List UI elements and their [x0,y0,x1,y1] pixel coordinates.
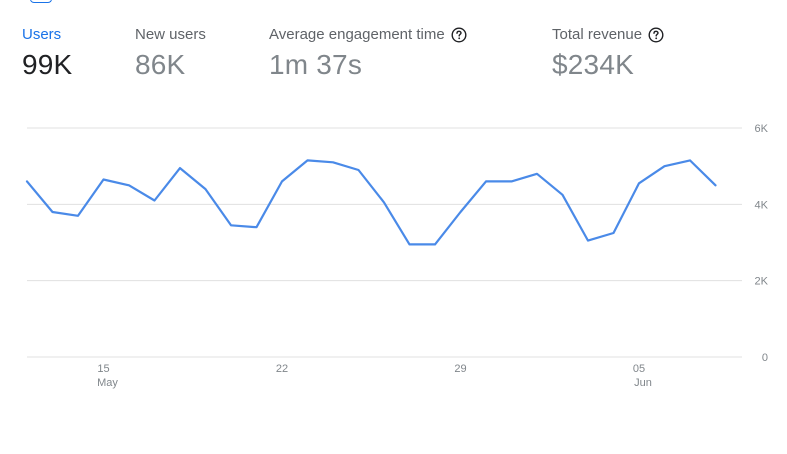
metric-value: 1m 37s [269,49,363,80]
metric-users[interactable]: Users 99K [22,26,72,81]
metric-value: $234K [552,49,634,80]
metric-label: New users [135,26,206,43]
y-tick-label: 0 [762,352,768,364]
metric-cards: Users 99K New users 86K Average engageme… [22,26,782,96]
x-tick-label: 15 [97,363,109,375]
metric-label-text: New users [135,26,206,43]
metric-new-users[interactable]: New users 86K [135,26,206,81]
x-tick-label: 22 [276,363,288,375]
y-tick-label: 2K [755,276,769,288]
metric-label: Average engagement time [269,26,467,43]
metric-label: Users [22,26,72,43]
question-circle-icon[interactable] [648,26,664,43]
x-tick-sublabel: May [97,377,118,389]
metric-value: 99K [22,49,73,80]
x-tick-sublabel: Jun [634,377,652,389]
metric-label-text: Users [22,26,62,43]
metric-label-text: Average engagement time [269,26,445,43]
x-tick-label: 29 [454,363,466,375]
metric-label-text: Total revenue [552,26,643,43]
x-tick-label: 05 [633,363,645,375]
metric-value: 86K [135,49,186,80]
users-series-line [25,159,717,246]
metric-total-revenue[interactable]: Total revenue $234K [552,26,664,81]
y-tick-label: 4K [755,199,769,211]
metric-average-engagement-time[interactable]: Average engagement time 1m 37s [269,26,467,81]
metric-label: Total revenue [552,26,664,43]
y-tick-label: 6K [755,123,769,135]
question-circle-icon[interactable] [451,26,467,43]
